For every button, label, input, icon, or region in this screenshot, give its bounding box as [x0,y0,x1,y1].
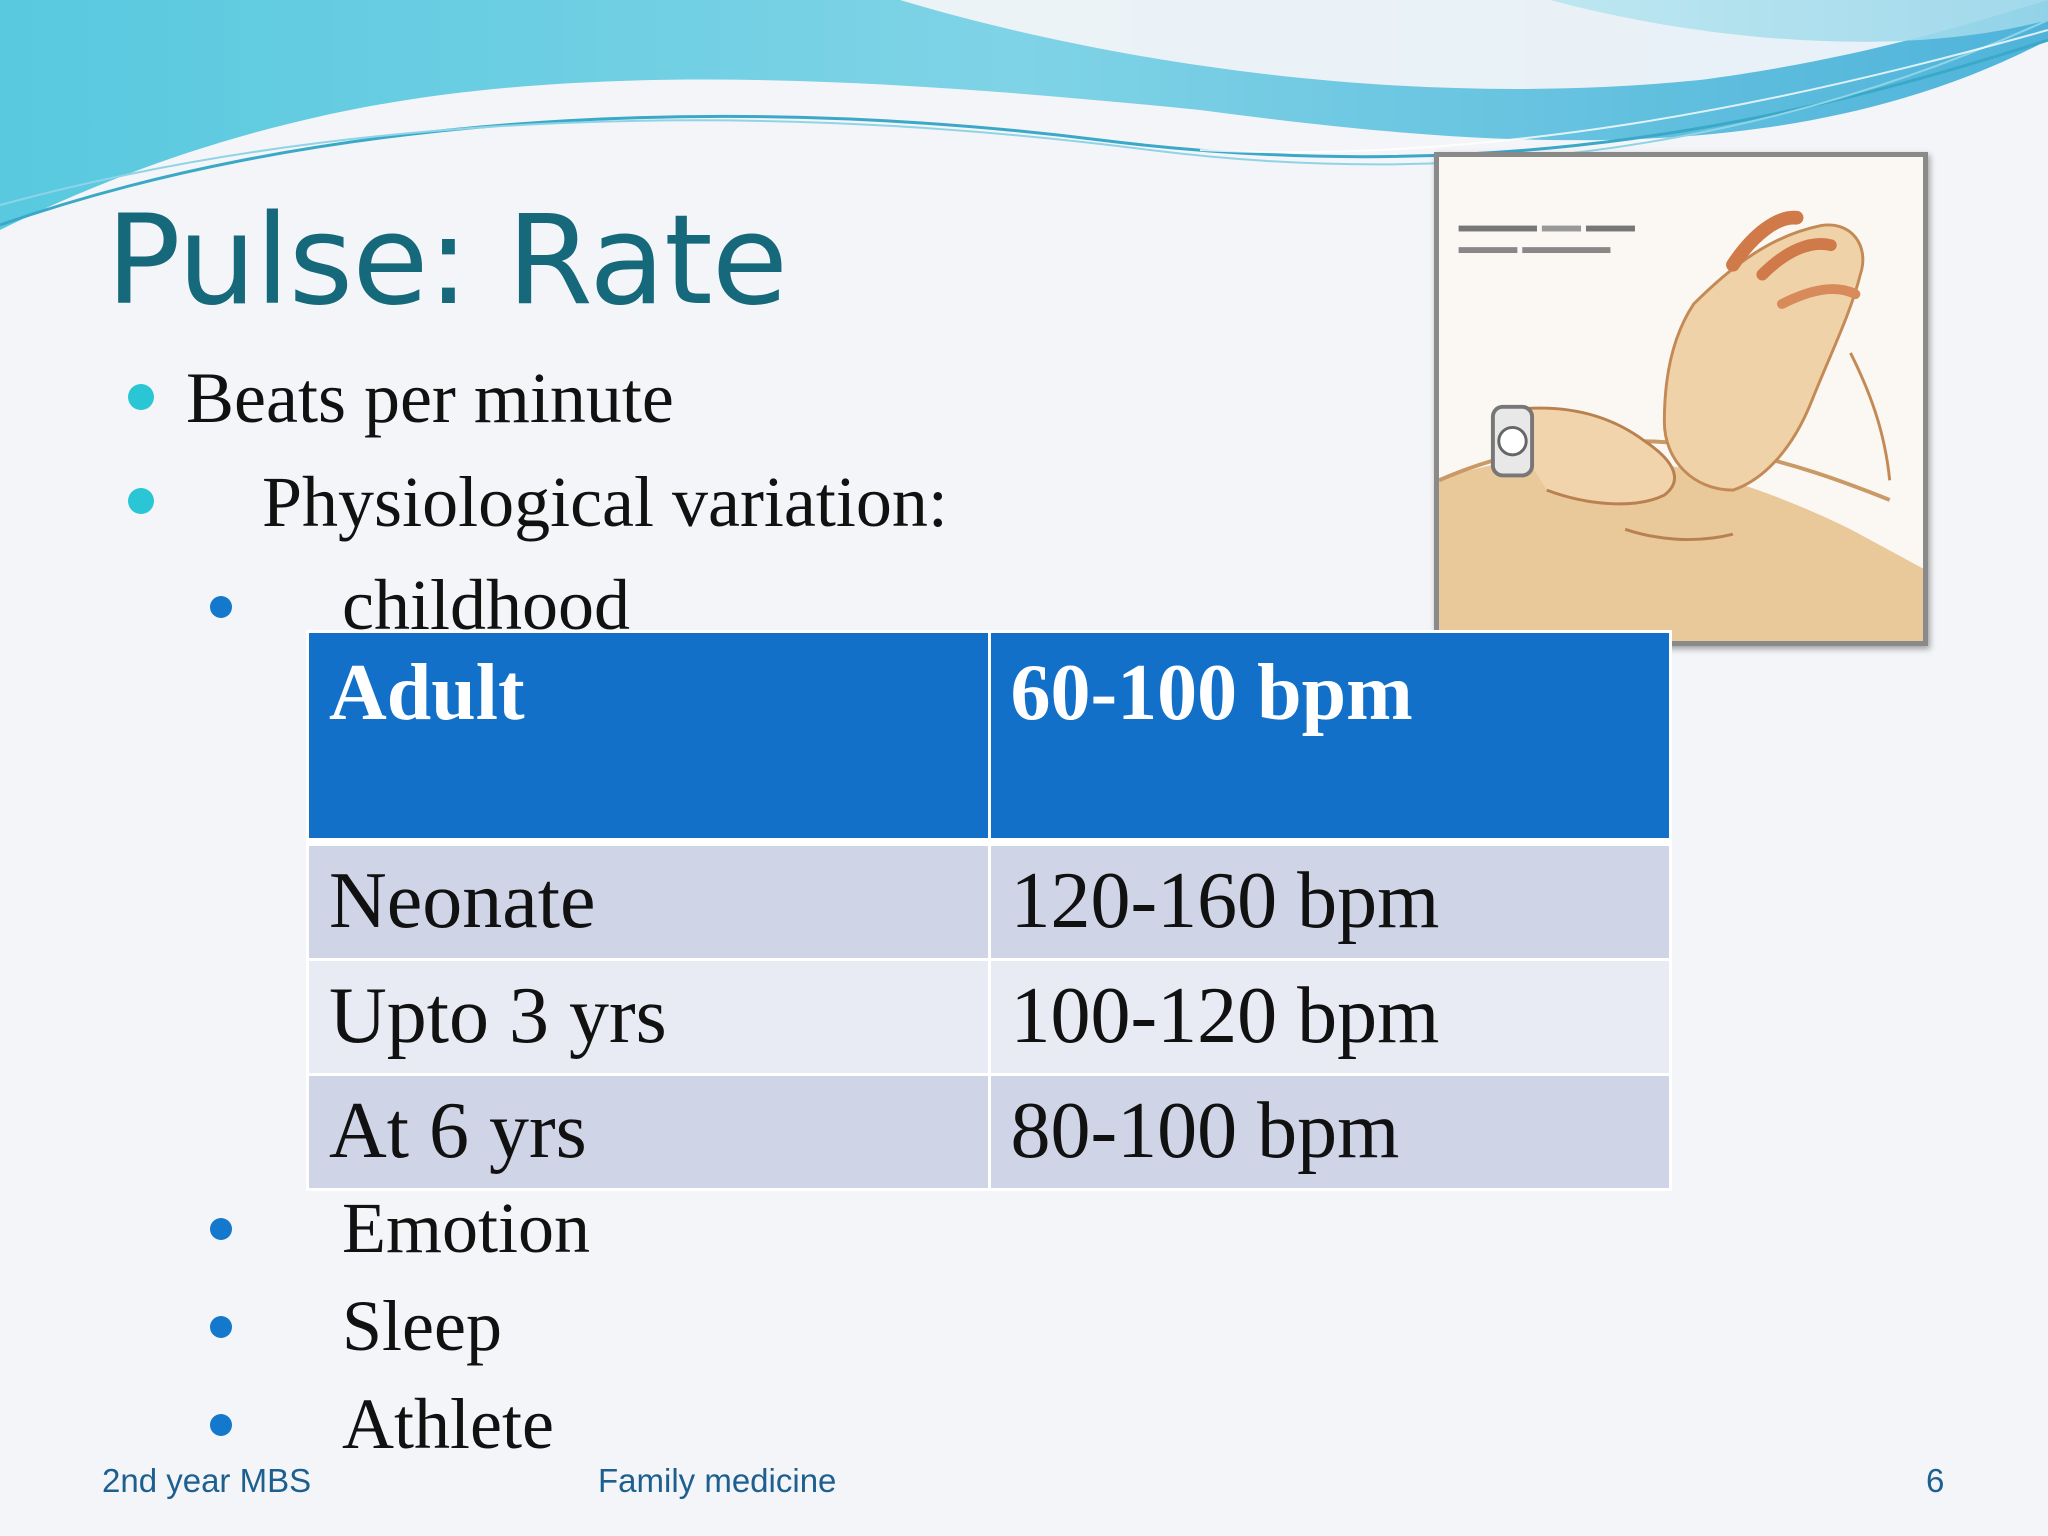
table-header-rate: 60-100 bpm [987,630,1672,846]
sub-bullet-emotion: Emotion [342,1188,590,1268]
sub-bullet-athlete: Athlete [342,1384,554,1464]
table-cell-rate: 120-160 bpm [987,840,1672,961]
table-row: At 6 yrs 80-100 bpm [306,1073,1672,1191]
slide-title: Pulse: Rate [106,189,788,333]
table-cell-age: Neonate [306,840,991,961]
table-row: Neonate 120-160 bpm [306,840,1672,961]
sub-bullet-dot-icon [210,1218,232,1240]
table-header-age: Adult [306,630,991,846]
footer-course: 2nd year MBS [102,1462,312,1499]
sub-bullet-dot-icon [210,1316,232,1338]
table-cell-age: At 6 yrs [306,1073,991,1191]
bullet-beats-per-minute: Beats per minute [186,358,674,438]
bullet-physiological-variation: Physiological variation: [262,462,948,542]
sub-bullet-dot-icon [210,596,232,618]
hand-wrist-icon [1439,210,1923,641]
slide-number: 6 [1926,1462,1945,1499]
pulse-rate-table: Adult 60-100 bpm Neonate 120-160 bpm Upt… [306,630,1672,1191]
bullet-dot-icon [128,488,154,514]
table-header-row: Adult 60-100 bpm [306,630,1672,846]
table-cell-age: Upto 3 yrs [306,958,991,1076]
footer-subject: Family medicine [598,1462,837,1499]
bullet-dot-icon [128,384,154,410]
table-cell-rate: 100-120 bpm [987,958,1672,1076]
table-row: Upto 3 yrs 100-120 bpm [306,958,1672,1076]
sub-bullet-dot-icon [210,1414,232,1436]
pulse-check-wrist-illustration [1434,152,1928,646]
header-wave-decoration [0,0,2048,230]
sub-bullet-sleep: Sleep [342,1286,502,1366]
table-cell-rate: 80-100 bpm [987,1073,1672,1191]
